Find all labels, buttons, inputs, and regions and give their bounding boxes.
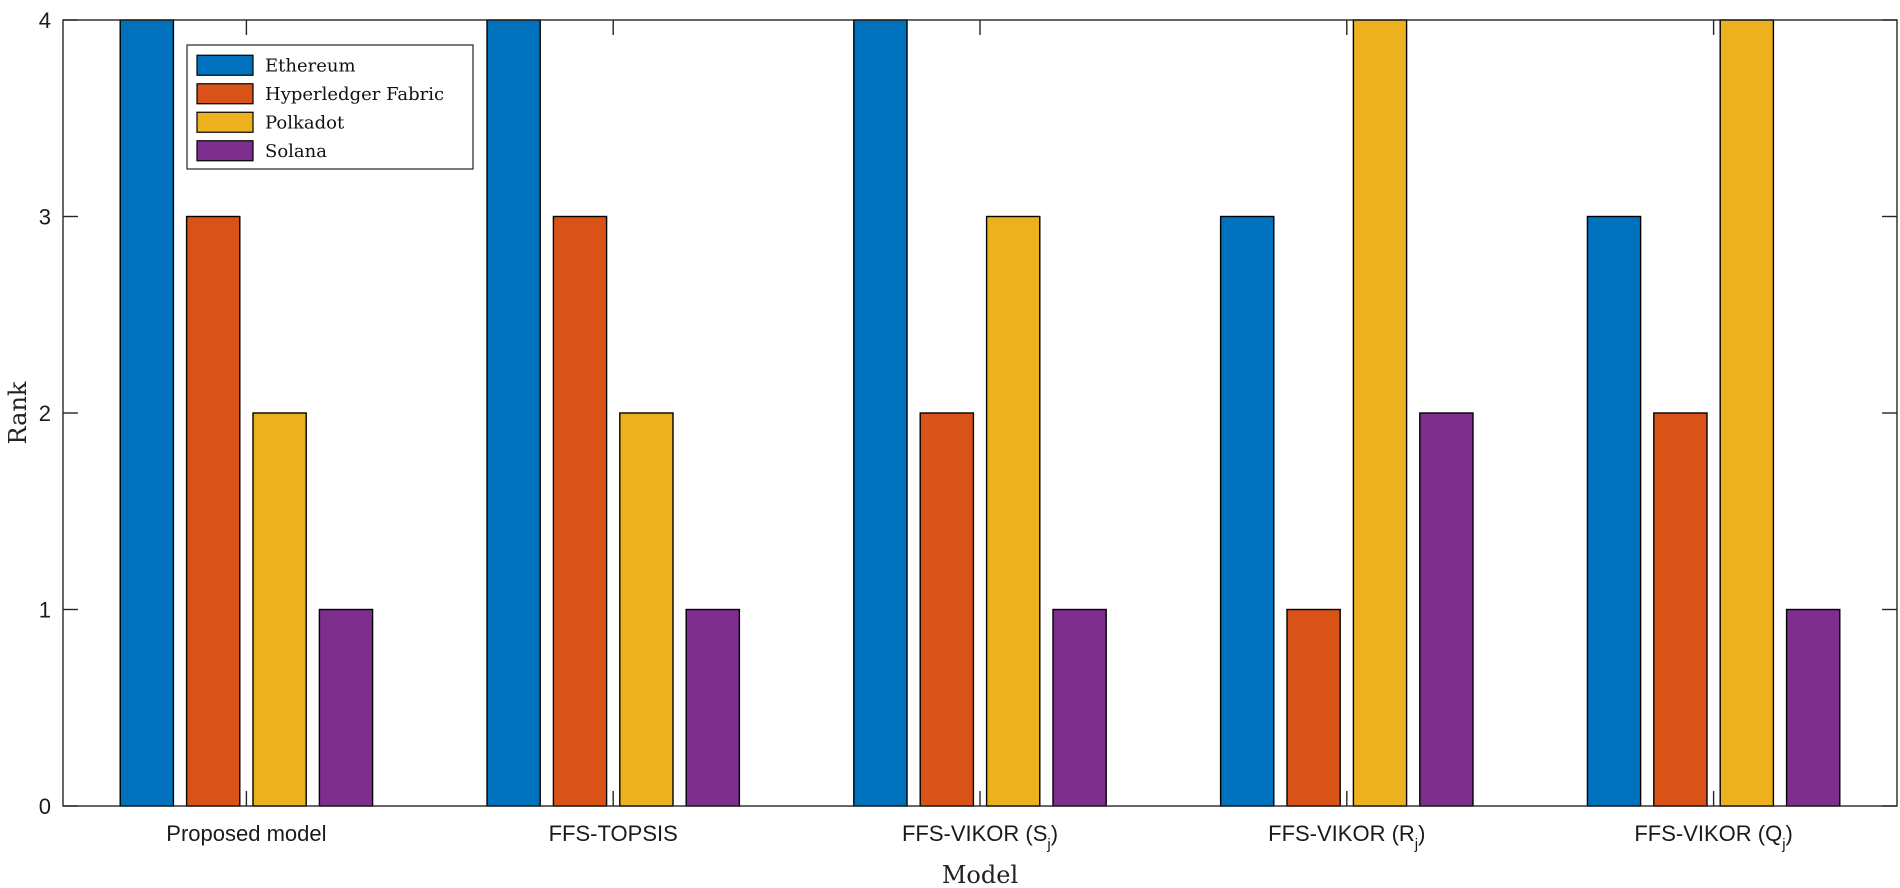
legend-label-solana: Solana (265, 141, 327, 162)
legend-swatch-polkadot (196, 111, 254, 133)
y-tick-label: 1 (39, 598, 51, 623)
y-tick-label: 4 (39, 8, 51, 33)
legend-swatch-ethereum (196, 54, 254, 76)
bar-hyperledger-fabric-4 (1286, 608, 1341, 807)
bar-ethereum-2 (486, 19, 541, 807)
bar-solana-2 (685, 608, 741, 807)
bar-polkadot-4 (1352, 19, 1408, 807)
legend-label-ethereum: Ethereum (265, 55, 356, 76)
y-axis-title: Rank (4, 381, 32, 444)
legend-label-polkadot: Polkadot (265, 112, 345, 133)
y-tick-label: 0 (39, 794, 51, 819)
x-tick-label-3: FFS-VIKOR (Sj) (902, 821, 1058, 853)
bar-solana-3 (1052, 608, 1107, 807)
bar-polkadot-2 (619, 412, 674, 807)
bar-solana-1 (318, 608, 374, 807)
bar-ethereum-1 (119, 19, 175, 807)
bar-hyperledger-fabric-5 (1653, 412, 1708, 807)
legend-swatch-hyperledger-fabric (196, 83, 254, 105)
bar-polkadot-1 (252, 412, 307, 807)
bar-hyperledger-fabric-1 (185, 215, 241, 807)
x-tick-label-5: FFS-VIKOR (Qj) (1634, 821, 1793, 853)
bar-hyperledger-fabric-3 (919, 412, 975, 807)
y-tick-label: 3 (39, 205, 51, 230)
legend: Ethereum Hyperledger Fabric Polkadot Solana (186, 44, 474, 170)
legend-swatch-solana (196, 140, 254, 162)
legend-label-hyperledger-fabric: Hyperledger Fabric (265, 84, 444, 105)
x-tick-label-1: Proposed model (166, 821, 326, 846)
bar-polkadot-5 (1719, 19, 1775, 807)
bar-solana-5 (1785, 608, 1841, 807)
x-tick-label-2: FFS-TOPSIS (549, 821, 678, 846)
bar-ethereum-4 (1219, 215, 1275, 807)
y-tick-label: 2 (39, 401, 51, 426)
bar-solana-4 (1419, 412, 1474, 807)
bars-group (119, 19, 1841, 807)
bar-ethereum-5 (1586, 215, 1642, 807)
axes-group: 0 1 2 3 4 Proposed model FFS-TOPSIS FFS-VIKOR (… (39, 8, 1898, 853)
bar-hyperledger-fabric-2 (552, 215, 608, 807)
x-axis-title: Model (942, 861, 1018, 888)
bar-polkadot-3 (985, 215, 1041, 807)
x-tick-label-4: FFS-VIKOR (Rj) (1268, 821, 1425, 853)
bar-ethereum-3 (853, 19, 908, 807)
